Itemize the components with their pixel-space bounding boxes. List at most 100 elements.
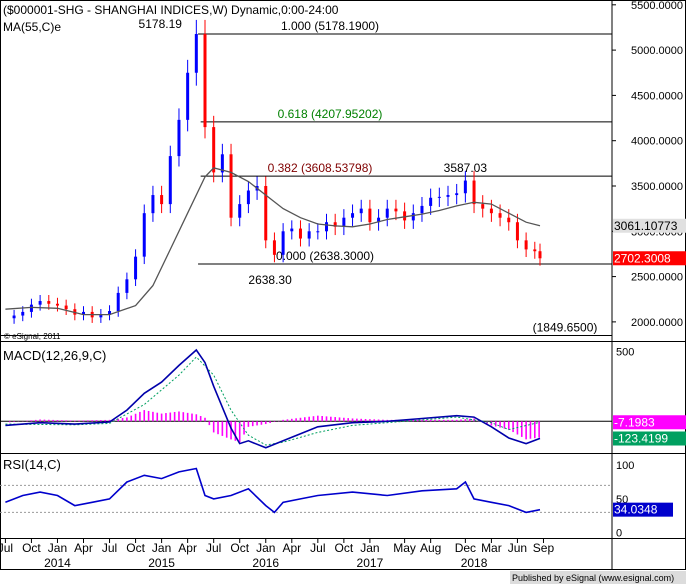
candle-body — [281, 231, 285, 255]
price-tick-label: 4500.0000 — [631, 90, 683, 102]
candle-body — [246, 190, 250, 205]
candle-body — [134, 256, 138, 280]
month-tick-label: Jul — [102, 541, 117, 555]
candle-body — [411, 213, 415, 221]
candle-body — [264, 185, 268, 241]
candle-body — [108, 311, 112, 315]
price-tick-label: 5000.0000 — [631, 45, 683, 57]
year-tick-label: 2015 — [148, 556, 175, 570]
chart-header: ($000001-SHG - SHANGHAI INDICES,W) Dynam… — [3, 3, 339, 17]
fib-level-label: (1849.6500) — [533, 321, 598, 335]
candle-body — [403, 211, 407, 221]
month-tick-label: Oct — [335, 541, 354, 555]
candle-body — [325, 222, 329, 232]
candle-body — [168, 156, 172, 205]
month-tick-label: Apr — [178, 541, 197, 555]
last-price-box — [613, 251, 686, 266]
macd-signal-line — [5, 356, 541, 446]
candle-body — [194, 33, 198, 73]
macd-last-label: -7.1983 — [614, 415, 655, 429]
month-tick-label: Apr — [74, 541, 93, 555]
month-tick-label: Oct — [126, 541, 145, 555]
month-tick-label: Jan — [256, 541, 275, 555]
rsi-line — [5, 467, 541, 514]
candle-body — [82, 311, 86, 315]
chart-frame — [0, 0, 686, 570]
candle-body — [29, 304, 33, 312]
macd-tick-label: 500 — [616, 346, 634, 358]
month-tick-label: Jan — [360, 541, 379, 555]
outer-border — [0, 0, 686, 570]
month-tick-label: Apr — [282, 541, 301, 555]
rsi-tick-label: 0 — [616, 528, 622, 540]
last-price-label: 3061.10773 — [614, 219, 678, 233]
candle-body — [298, 228, 302, 239]
last-price-label: 2702.3008 — [614, 251, 671, 265]
candle-body — [316, 231, 320, 233]
macd-last-label: -123.4199 — [614, 432, 668, 446]
price-tick-label: 3500.0000 — [631, 181, 683, 193]
fib-level-label: 0.382 (3608.53798) — [268, 161, 373, 175]
fib-level-label: 0.618 (4207.95202) — [278, 107, 383, 121]
candle-body — [212, 127, 216, 173]
macd-label: MACD(12,26,9,C) — [3, 348, 106, 363]
time-axis: Jul Oct Jan Apr Jul Oct Jan Apr Jul Oct Jan Apr Jul O… — [0, 538, 554, 570]
candle-body — [238, 204, 242, 218]
macd-pane: 500 -7.1983 -123.4199 — [0, 346, 686, 449]
footer-background — [510, 571, 686, 584]
candle-body — [64, 305, 68, 310]
candle-body — [538, 251, 542, 259]
price-tick-label: 4000.0000 — [631, 136, 683, 148]
candle-body — [377, 217, 381, 223]
price-pane: 5500.0000 5000.0000 4500.0000 4000.0000 3500… — [0, 0, 686, 337]
month-tick-label: Oct — [230, 541, 249, 555]
price-tick-label: 5500.0000 — [631, 0, 683, 12]
macd-last-box — [613, 431, 686, 446]
candle-body — [437, 196, 441, 198]
month-tick-label: May — [393, 541, 416, 555]
rsi-label: RSI(14,C) — [3, 457, 61, 472]
watermark: © eSignal, 2011 — [4, 332, 61, 341]
candle-body — [515, 222, 519, 241]
candle-body — [385, 208, 389, 218]
month-tick-label: Aug — [420, 541, 441, 555]
candle-body — [524, 240, 528, 250]
candle-body — [455, 193, 459, 196]
candle-body — [333, 222, 337, 227]
candle-body — [177, 119, 181, 157]
month-tick-label: Oct — [22, 541, 41, 555]
candle-body — [160, 195, 164, 205]
month-tick-label: Jan — [48, 541, 67, 555]
candle-body — [463, 180, 467, 194]
candle-body — [394, 208, 398, 212]
candle-body — [368, 208, 372, 223]
candle-body — [290, 228, 294, 232]
candle-body — [186, 72, 190, 120]
candle-body — [55, 303, 59, 306]
candle-body — [472, 180, 476, 205]
year-tick-label: 2017 — [357, 556, 384, 570]
candle-body — [272, 240, 276, 255]
year-tick-label: 2014 — [44, 556, 71, 570]
price-annotation: 3587.03 — [444, 161, 488, 175]
candle-body — [229, 154, 233, 218]
last-price-box — [613, 218, 686, 233]
candle-body — [507, 217, 511, 223]
candle-body — [203, 33, 207, 128]
candle-body — [359, 208, 363, 214]
candle-body — [125, 279, 129, 293]
price-tick-label: 2500.0000 — [631, 272, 683, 284]
candle-body — [351, 213, 355, 218]
month-tick-label: Jul — [206, 541, 221, 555]
candle-body — [47, 301, 51, 304]
macd-last-box — [613, 415, 686, 430]
ma-label: MA(55,C)e — [3, 20, 61, 34]
fib-level-label: 0.000 (2638.3000) — [276, 249, 374, 263]
candle-body — [116, 292, 120, 312]
month-tick-label: Jun — [508, 541, 527, 555]
price-tick-label: 2000.0000 — [631, 317, 683, 329]
candle-body — [533, 249, 537, 252]
candle-body — [307, 231, 311, 239]
rsi-last-label: 34.0348 — [614, 503, 658, 517]
